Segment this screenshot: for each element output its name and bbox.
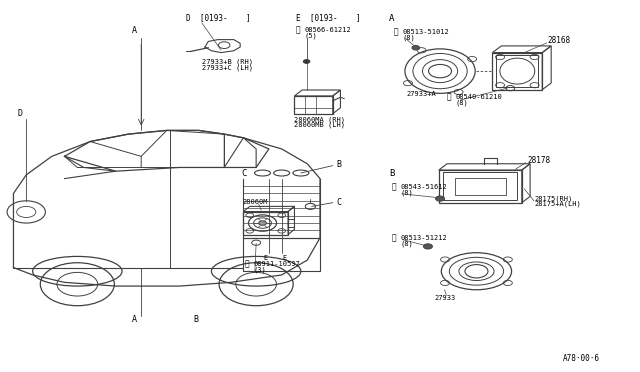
Text: 28168: 28168 xyxy=(547,36,570,45)
Text: E: E xyxy=(264,255,268,261)
Text: E  [0193-    ]: E [0193- ] xyxy=(296,14,360,23)
Bar xyxy=(243,212,288,235)
Text: Ⓢ: Ⓢ xyxy=(392,182,396,191)
Bar xyxy=(243,238,320,271)
Text: A: A xyxy=(132,315,138,324)
Text: Ⓢ: Ⓢ xyxy=(392,233,396,243)
Text: C: C xyxy=(241,169,247,177)
Circle shape xyxy=(436,196,445,201)
Bar xyxy=(492,52,542,90)
Text: D: D xyxy=(17,109,22,118)
Text: Ⓢ: Ⓢ xyxy=(447,93,451,102)
Text: A: A xyxy=(389,14,394,23)
Text: (8): (8) xyxy=(401,240,413,247)
Text: 27933+C (LH): 27933+C (LH) xyxy=(202,64,253,71)
Text: ⓝ: ⓝ xyxy=(244,259,249,268)
Text: (5): (5) xyxy=(305,33,317,39)
Circle shape xyxy=(412,45,420,50)
Circle shape xyxy=(424,244,433,249)
Text: 08540-61210: 08540-61210 xyxy=(456,94,502,100)
Text: 28060MB (LH): 28060MB (LH) xyxy=(294,122,346,128)
Text: 08513-51012: 08513-51012 xyxy=(403,29,449,35)
Text: 28175+A(LH): 28175+A(LH) xyxy=(534,201,581,208)
Text: B: B xyxy=(389,169,394,177)
Text: 27933+B (RH): 27933+B (RH) xyxy=(202,58,253,65)
Text: E: E xyxy=(283,255,287,261)
Text: B: B xyxy=(336,160,341,169)
Text: 28060MA (RH): 28060MA (RH) xyxy=(294,116,346,122)
Text: (8): (8) xyxy=(401,189,413,196)
Text: (3): (3) xyxy=(253,266,266,273)
Text: 08566-61212: 08566-61212 xyxy=(305,28,351,33)
Text: (8): (8) xyxy=(403,34,415,41)
Text: D  [0193-    ]: D [0193- ] xyxy=(186,14,251,23)
Circle shape xyxy=(303,60,310,63)
Bar xyxy=(496,55,538,87)
Text: 27933: 27933 xyxy=(435,295,456,301)
Text: 28175(RH): 28175(RH) xyxy=(534,195,573,202)
Text: A78·00·6: A78·00·6 xyxy=(563,354,600,363)
Text: 28060M: 28060M xyxy=(242,199,268,205)
Text: 28178: 28178 xyxy=(527,156,550,165)
Text: B: B xyxy=(193,315,198,324)
Text: C: C xyxy=(336,198,341,207)
Text: 27933+A: 27933+A xyxy=(406,91,436,97)
Text: Ⓢ: Ⓢ xyxy=(394,27,398,36)
Text: 08543-51612: 08543-51612 xyxy=(401,184,447,190)
Circle shape xyxy=(259,221,266,225)
Bar xyxy=(294,96,333,114)
Bar xyxy=(439,170,522,203)
Text: A: A xyxy=(132,26,138,35)
Text: Ⓢ: Ⓢ xyxy=(296,26,300,35)
Bar xyxy=(444,172,517,201)
Bar xyxy=(455,178,506,195)
Text: (8): (8) xyxy=(456,99,468,106)
Text: 08911-10537: 08911-10537 xyxy=(253,261,300,267)
Text: 08513-51212: 08513-51212 xyxy=(401,235,447,241)
